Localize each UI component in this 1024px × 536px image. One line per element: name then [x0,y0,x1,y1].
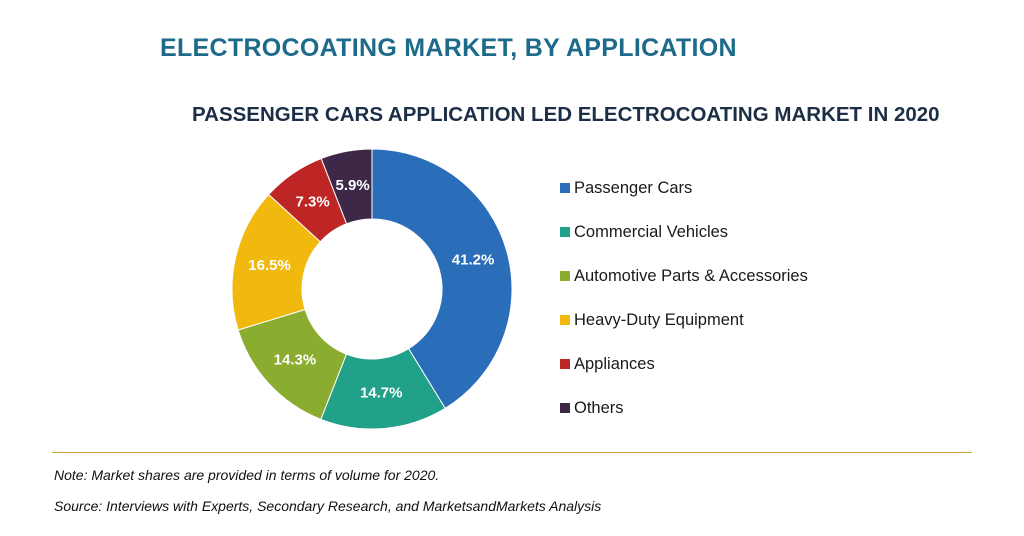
legend-swatch [560,359,570,369]
legend-swatch [560,271,570,281]
footer-divider [52,452,972,453]
slice-passenger-cars [371,148,513,410]
legend-item-commercial-vehicles: Commercial Vehicles [560,210,808,254]
chart-subtitle: PASSENGER CARS APPLICATION LED ELECTROCO… [192,103,940,126]
legend-item-appliances: Appliances [560,342,808,386]
chart-source: Source: Interviews with Experts, Seconda… [54,498,602,514]
legend-item-others: Others [560,386,808,430]
legend-item-heavy-duty-equipment: Heavy-Duty Equipment [560,298,808,342]
legend-label: Others [574,398,624,417]
legend-label: Appliances [574,354,655,373]
slice-others [320,148,373,225]
legend-item-automotive-parts-and-accessories: Automotive Parts & Accessories [560,254,808,298]
legend-swatch [560,227,570,237]
data-label-heavy-duty-equipment: 16.5% [248,257,291,274]
legend-swatch [560,183,570,193]
legend-item-passenger-cars: Passenger Cars [560,166,808,210]
data-label-others: 5.9% [336,177,370,194]
chart-note: Note: Market shares are provided in term… [54,467,440,483]
data-label-commercial-vehicles: 14.7% [360,385,403,402]
legend-label: Heavy-Duty Equipment [574,310,744,329]
legend-swatch [560,315,570,325]
chart-legend: Passenger Cars Commercial Vehicles Automot… [560,166,808,430]
data-label-automotive-parts-and-accessories: 14.3% [274,351,317,368]
data-label-appliances: 7.3% [296,193,330,210]
legend-swatch [560,403,570,413]
legend-label: Commercial Vehicles [574,222,729,241]
legend-label: Passenger Cars [574,178,693,197]
legend-label: Automotive Parts & Accessories [574,266,808,285]
data-label-passenger-cars: 41.2% [452,251,495,268]
page-title: ELECTROCOATING MARKET, BY APPLICATION [160,34,737,62]
